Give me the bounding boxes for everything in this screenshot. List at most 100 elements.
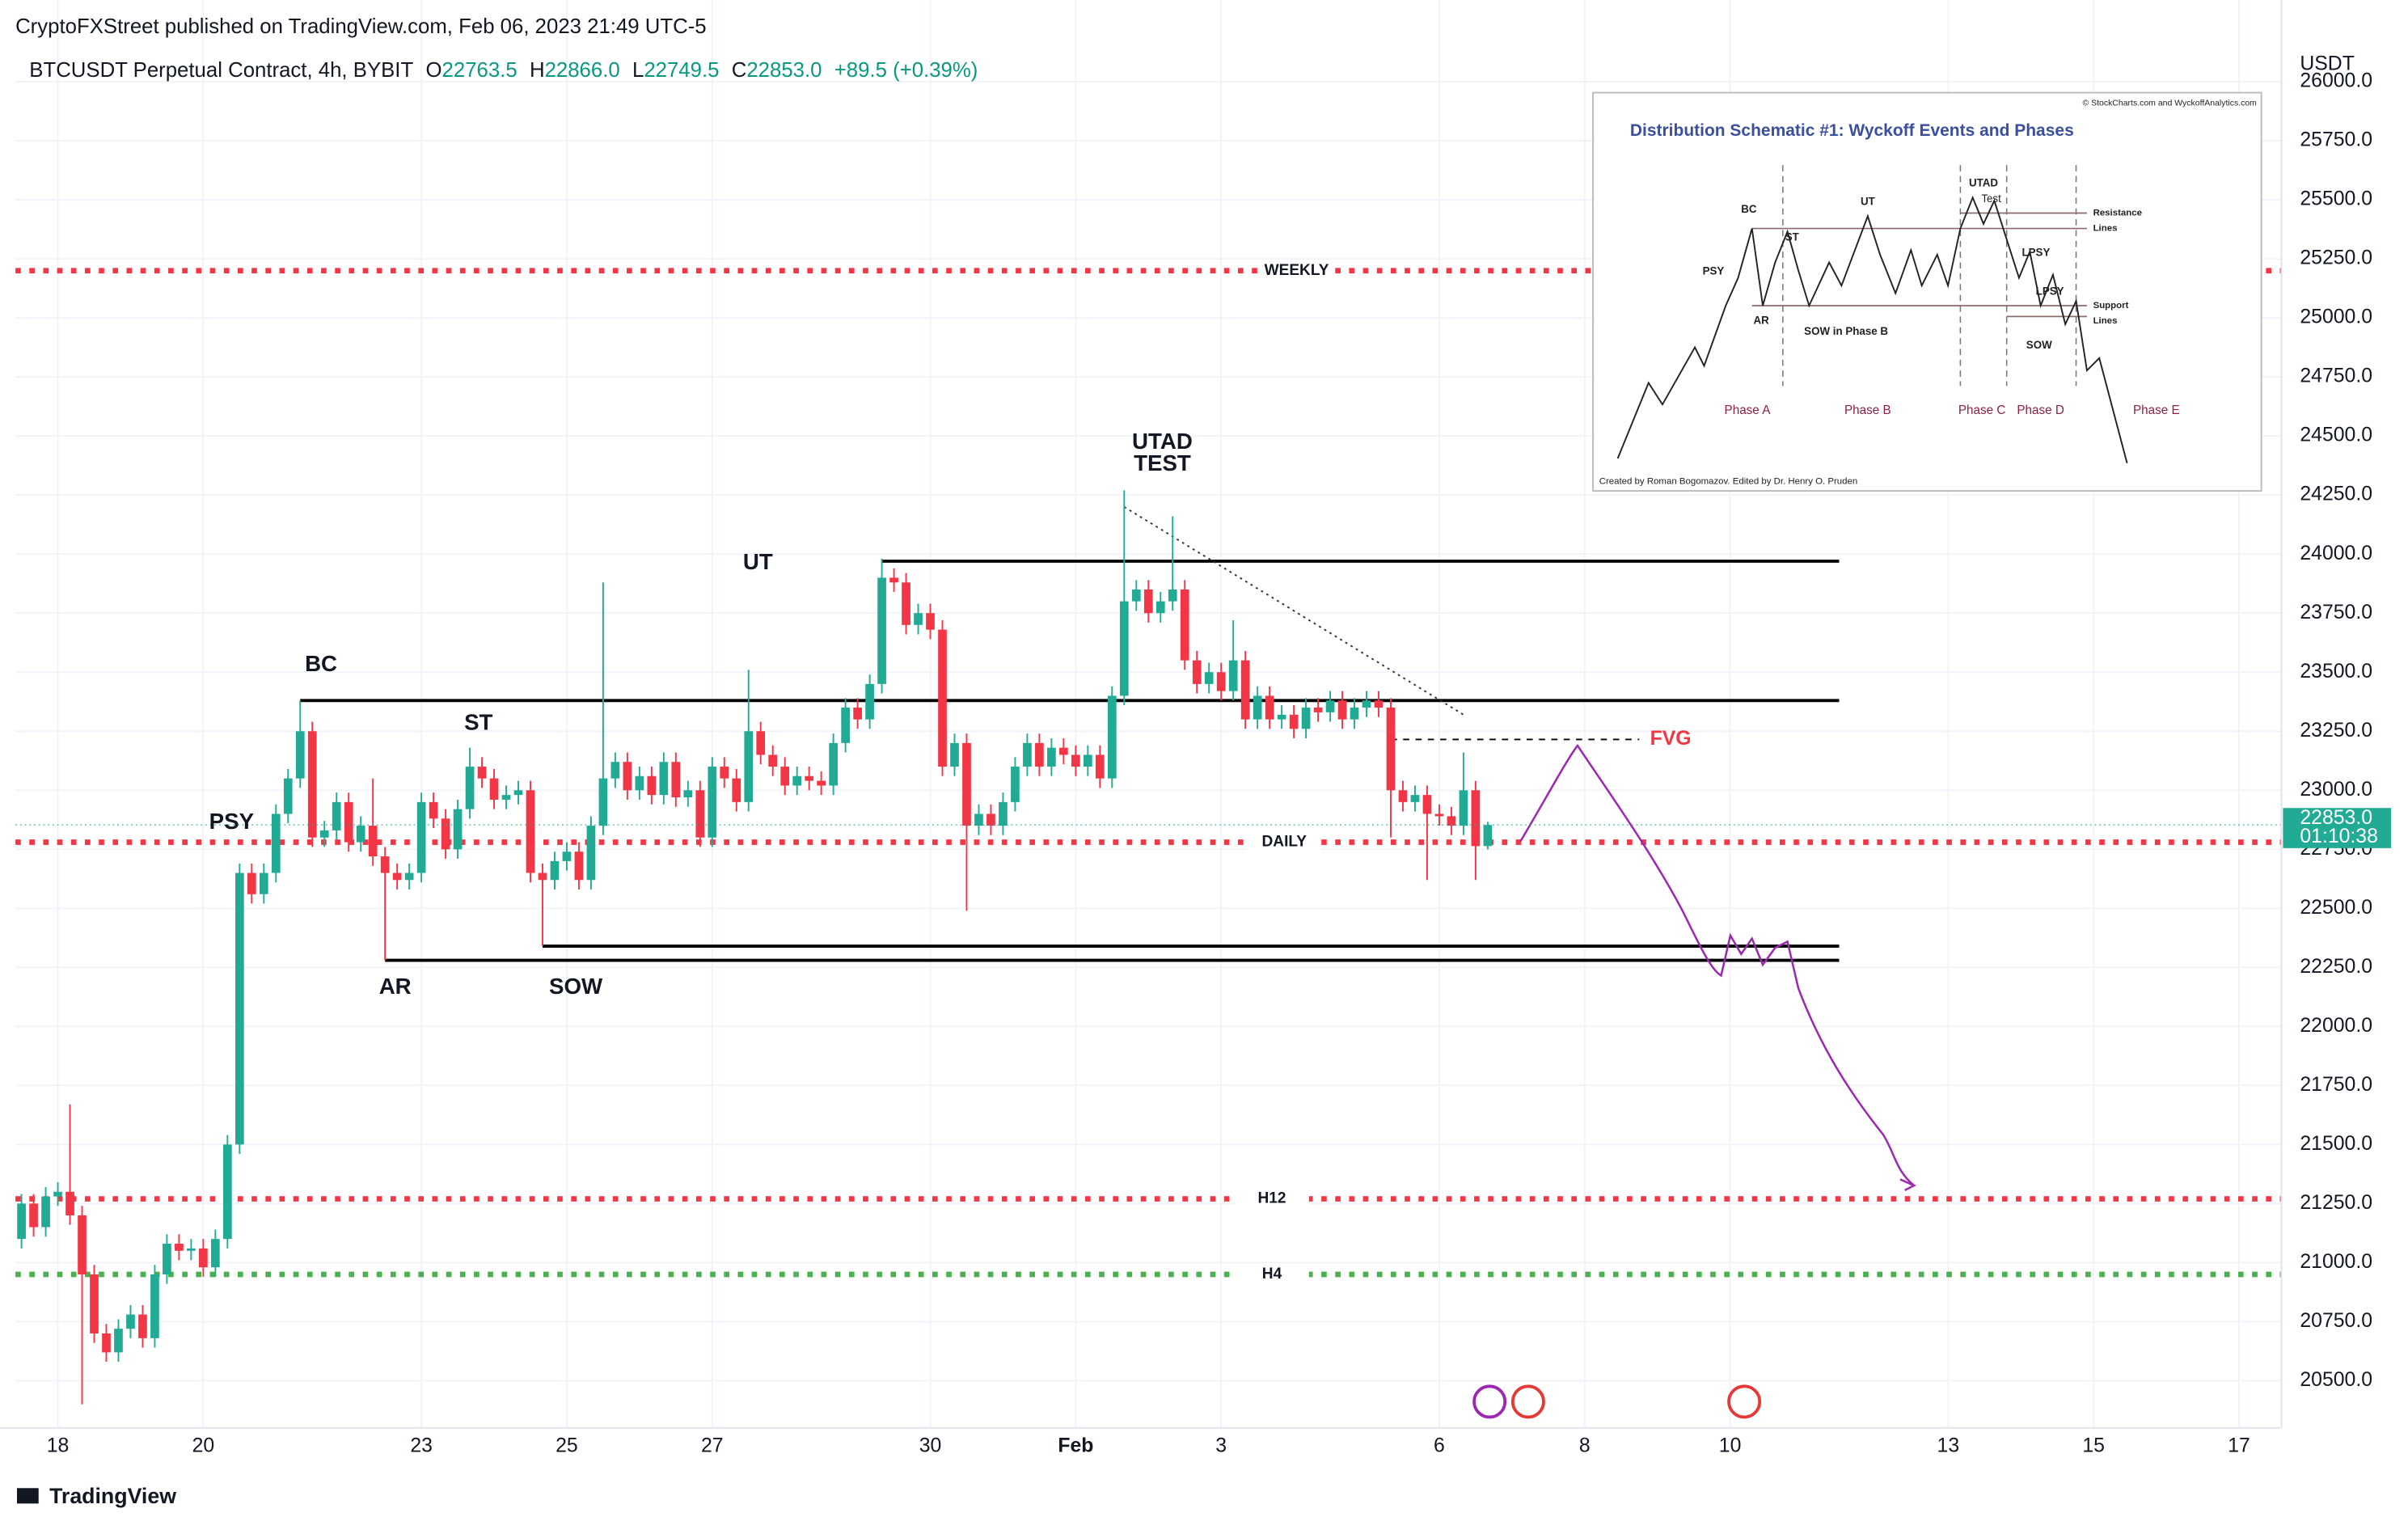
candle-body <box>1084 754 1092 767</box>
candle-body <box>841 708 850 743</box>
inset-label: PSY <box>1703 265 1725 277</box>
candle-body <box>247 873 256 894</box>
candle-body <box>950 742 959 767</box>
candle-body <box>1410 795 1420 802</box>
ohlc-label: H <box>530 59 545 82</box>
level-label: WEEKLY <box>1265 262 1329 279</box>
candle-body <box>1374 700 1384 708</box>
candle-body <box>501 795 511 800</box>
candle-body <box>683 790 693 798</box>
candle-body <box>126 1314 135 1329</box>
candle-body <box>974 813 983 826</box>
event-icon[interactable] <box>1727 1384 1762 1419</box>
inset-levels <box>1751 212 2087 318</box>
candle-body <box>1059 747 1068 755</box>
x-tick-label: 8 <box>1579 1435 1591 1456</box>
inset-footer: Created by Roman Bogomazov. Edited by Dr… <box>1599 477 1858 487</box>
publisher: CryptoFXStreet published on TradingView.… <box>15 15 707 38</box>
candle-body <box>1228 660 1238 691</box>
candle-body <box>1047 747 1056 767</box>
candle-body <box>1095 754 1105 779</box>
candle-body <box>319 830 329 838</box>
candle-body <box>138 1314 147 1338</box>
x-tick-label: 30 <box>919 1435 942 1456</box>
x-tick-label: 15 <box>2082 1435 2105 1456</box>
phase-dividers <box>1782 165 2077 387</box>
candle-body <box>356 826 365 843</box>
candle-body <box>1023 742 1032 767</box>
projection-path <box>1519 743 1917 1191</box>
candle-body <box>720 767 729 779</box>
candle-body <box>234 873 244 1145</box>
currency: USDT <box>2300 53 2355 75</box>
candle-body <box>1350 708 1359 720</box>
candle-body <box>1143 589 1153 614</box>
ohlc-label: L <box>632 59 644 82</box>
candle-body <box>865 683 874 720</box>
last-price-tag <box>2283 808 2392 848</box>
candle-body <box>307 731 317 838</box>
ohlc-value: 22853.0 <box>746 59 822 82</box>
y-tick-label: 23250.0 <box>2300 720 2372 742</box>
y-tick-label: 26000.0 <box>2300 70 2372 92</box>
candle-body <box>150 1274 159 1338</box>
y-tick-label: 25250.0 <box>2300 247 2372 269</box>
y-tick-label: 24500.0 <box>2300 425 2372 446</box>
annotation: PSY <box>209 809 255 834</box>
y-tick-label: 24750.0 <box>2300 366 2372 387</box>
annotation: UT <box>743 549 773 574</box>
candle-body <box>259 873 268 894</box>
x-tick-label: Feb <box>1058 1435 1093 1456</box>
inset-credit: © StockCharts.com and WyckoffAnalytics.c… <box>2082 99 2257 108</box>
level-label-bg <box>1247 833 1322 851</box>
candle-body <box>1180 589 1189 661</box>
candle-body <box>1362 700 1371 708</box>
candle-body <box>1253 695 1262 720</box>
x-tick-label: 13 <box>1937 1435 1960 1456</box>
candle-body <box>1398 790 1408 802</box>
candle-body <box>1216 672 1226 691</box>
y-tick-label: 21500.0 <box>2300 1133 2372 1155</box>
candle-body <box>513 790 523 796</box>
inset-label: Test <box>1981 192 2001 205</box>
x-tick-label: 10 <box>1719 1435 1742 1456</box>
y-tick-label: 20750.0 <box>2300 1310 2372 1332</box>
inset-label: UTAD <box>1969 177 1998 189</box>
candle-body <box>199 1248 208 1268</box>
ohlc-label: C <box>732 59 747 82</box>
y-tick-label: 23500.0 <box>2300 661 2372 682</box>
candle-body <box>708 767 717 838</box>
logo-icon <box>16 1488 39 1504</box>
candle-body <box>1192 660 1202 684</box>
candle-body <box>187 1248 196 1251</box>
level-label: H12 <box>1257 1190 1286 1207</box>
y-tick-label: 25500.0 <box>2300 188 2372 210</box>
event-icon[interactable] <box>1510 1384 1545 1419</box>
candle-body <box>1447 816 1456 826</box>
candle-body <box>465 767 475 809</box>
candle-body <box>222 1144 232 1240</box>
candle-body <box>441 818 450 850</box>
phase-label: Phase B <box>1844 404 1891 417</box>
candle-body <box>271 813 281 873</box>
y-tick-label: 25750.0 <box>2300 129 2372 151</box>
event-icon[interactable] <box>1472 1384 1507 1419</box>
phase-label: Phase E <box>2133 404 2180 417</box>
candle-body <box>1265 695 1274 720</box>
price-axis-bg <box>2281 0 2408 1517</box>
candle-body <box>477 767 487 779</box>
ohlc-value: 22866.0 <box>545 59 620 82</box>
candle-body <box>65 1191 74 1215</box>
candle-body <box>598 778 608 826</box>
level-label: DAILY <box>1262 834 1308 851</box>
candle-body <box>1131 589 1141 602</box>
level-label-bg <box>1235 1190 1309 1208</box>
candle-body <box>1386 708 1396 791</box>
inset-label: LPSY <box>2021 247 2050 259</box>
symbol: BTCUSDT Perpetual Contract, 4h, BYBIT <box>29 59 413 82</box>
inset-label: Resistance <box>2093 208 2142 218</box>
candle-body <box>332 801 341 830</box>
trendline <box>1123 505 1464 716</box>
inset-label: Lines <box>2093 316 2118 326</box>
